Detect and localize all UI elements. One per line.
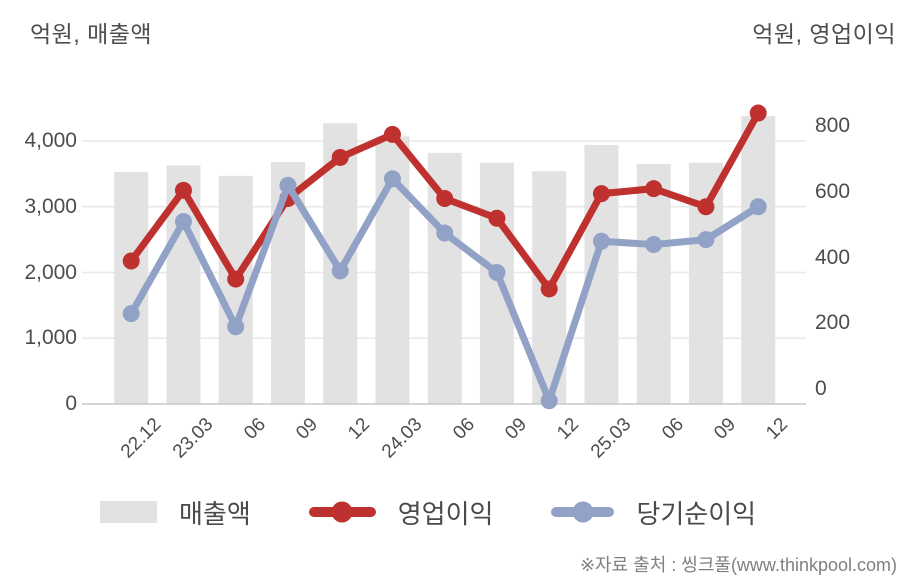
net-income-point[interactable]: [488, 264, 506, 281]
right-axis-title: 억원, 영업이익: [752, 21, 896, 47]
revenue-bar[interactable]: [479, 162, 514, 404]
legend-label-operating-profit: 영업이익: [397, 498, 494, 529]
y-axis-right-label: 600: [815, 179, 851, 203]
left-axis-title: 억원, 매출액: [30, 21, 153, 47]
net-income-point[interactable]: [383, 170, 401, 188]
y-axis-left-label: 0: [65, 392, 77, 415]
operating-profit-point[interactable]: [749, 104, 767, 122]
net-income-point[interactable]: [122, 305, 140, 323]
net-income-point[interactable]: [540, 392, 558, 410]
legend-item-revenue[interactable]: 매출액: [100, 494, 251, 531]
operating-profit-point[interactable]: [488, 209, 506, 227]
operating-profit-point[interactable]: [592, 185, 610, 203]
legend-label-net-income: 당기순이익: [636, 498, 757, 529]
source-note: ※자료 출처 : 씽크풀(www.thinkpool.com): [579, 555, 897, 575]
revenue-bar[interactable]: [741, 116, 776, 404]
revenue-bar-swatch: [100, 501, 157, 523]
y-axis-right-label: 400: [815, 245, 851, 269]
operating-profit-point[interactable]: [383, 125, 401, 143]
y-axis-left-label: 1,000: [24, 326, 77, 350]
operating-profit-line-swatch: [308, 501, 376, 523]
net-income-point[interactable]: [697, 231, 715, 249]
net-income-point[interactable]: [174, 213, 192, 231]
net-income-point[interactable]: [227, 318, 245, 336]
y-axis-left: 4,000 3,000 2,000 1,000 0: [0, 0, 77, 580]
net-income-point[interactable]: [749, 198, 767, 216]
operating-profit-point[interactable]: [331, 148, 349, 166]
operating-profit-point[interactable]: [436, 190, 454, 208]
operating-profit-point[interactable]: [645, 180, 663, 198]
legend: 매출액 영업이익 당기순이익: [100, 495, 756, 529]
net-income-point[interactable]: [592, 232, 610, 250]
y-axis-left-label: 2,000: [24, 260, 77, 284]
y-axis-left-label: 4,000: [24, 129, 77, 152]
net-income-line-swatch: [551, 501, 615, 523]
y-axis-left-label: 3,000: [24, 194, 77, 218]
y-axis-right-label: 200: [815, 311, 851, 335]
net-income-point[interactable]: [331, 262, 349, 280]
revenue-bar[interactable]: [636, 164, 671, 404]
net-income-point[interactable]: [279, 176, 297, 194]
operating-profit-point[interactable]: [174, 181, 192, 199]
net-income-point[interactable]: [436, 224, 454, 242]
legend-item-net-income[interactable]: 당기순이익: [551, 494, 756, 531]
legend-label-revenue: 매출액: [179, 498, 251, 529]
operating-profit-point[interactable]: [540, 280, 558, 298]
legend-item-operating-profit[interactable]: 영업이익: [308, 494, 494, 531]
operating-profit-point[interactable]: [697, 198, 715, 216]
net-income-dot-icon: [572, 501, 594, 523]
operating-profit-point[interactable]: [122, 252, 140, 270]
operating-profit-point[interactable]: [227, 270, 245, 288]
y-axis-right-label: 800: [815, 114, 851, 137]
y-axis-right-label: 0: [815, 377, 827, 400]
net-income-point[interactable]: [645, 236, 663, 254]
operating-profit-dot-icon: [331, 501, 353, 523]
y-axis-right: 800 600 400 200 0: [815, 0, 905, 580]
